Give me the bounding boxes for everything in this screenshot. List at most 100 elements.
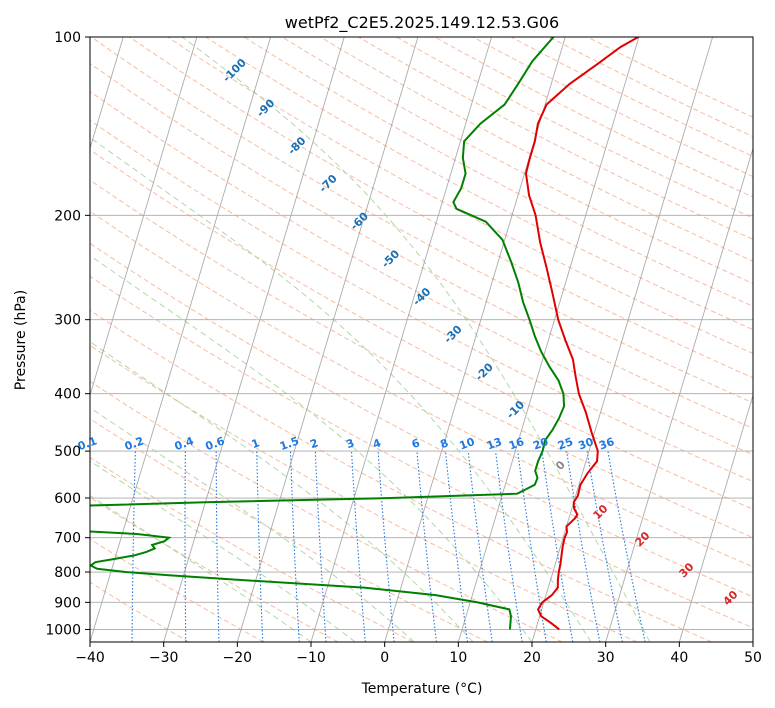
y-tick-label: 600 <box>54 491 81 507</box>
x-tick-label: 40 <box>670 650 688 666</box>
line-labels: 0.1 0.2 0.4 0.6 1 1.5 2 3 4 6 8 10 13 16 20 25 30 36-100-… <box>76 56 741 608</box>
dry-adiabat-label: 20 <box>633 529 653 549</box>
isotherm-line <box>457 37 640 642</box>
mixing-ratio-label: 3 <box>345 436 357 451</box>
isotherm-line <box>163 37 345 642</box>
y-axis-label: Pressure (hPa) <box>13 290 29 390</box>
mixing-ratio-label: 0.2 <box>123 434 146 453</box>
mixing-ratio-label: 8 <box>439 436 451 451</box>
y-tick-label: 300 <box>54 313 81 329</box>
dry-adiabat-label: 40 <box>721 588 741 608</box>
mixing-ratio-label: 25 <box>556 435 575 452</box>
dry-adiabat-line <box>90 344 638 642</box>
mixing-ratio-line <box>517 451 547 642</box>
dry-adiabat-line <box>472 37 753 178</box>
mixing-ratio-label: 1.5 <box>278 434 301 453</box>
mixing-ratio-label: 2 <box>308 436 320 451</box>
moist-adiabat-label: -50 <box>379 247 402 270</box>
mixing-ratio-label: 1 <box>250 436 262 451</box>
dry-adiabat-line <box>167 37 753 354</box>
dry-adiabat-line <box>90 456 414 642</box>
dry-adiabat-line <box>90 275 753 629</box>
moist-adiabat-label: -70 <box>317 172 340 195</box>
dry-adiabat-line <box>90 62 753 429</box>
isotherm-line <box>90 37 272 642</box>
isotherm-line <box>752 640 753 642</box>
dry-adiabat-line <box>90 242 753 598</box>
dry-adiabat-line <box>205 37 753 331</box>
dry-adiabat-line <box>510 37 753 157</box>
y-tick-label: 500 <box>54 444 81 460</box>
moist-adiabat-label: -80 <box>285 134 308 157</box>
moist-adiabat-label: -10 <box>504 398 527 421</box>
x-tick-label: 20 <box>523 650 541 666</box>
mixing-ratio-label: 6 <box>410 436 422 451</box>
chart-title: wetPf2_C2E5.2025.149.12.53.G06 <box>285 13 559 33</box>
dry-adiabat-line <box>243 37 753 307</box>
dry-adiabat-line <box>129 37 753 379</box>
mixing-ratio-label: 16 <box>507 435 526 453</box>
mixing-ratio-label: 0.6 <box>204 434 227 453</box>
dry-adiabat-line <box>90 581 190 642</box>
moist-adiabat-label: -60 <box>348 209 371 232</box>
y-tick-label: 100 <box>54 30 81 46</box>
dry-adiabat-label: 10 <box>591 502 611 522</box>
mixing-ratio-line <box>416 451 437 642</box>
mixing-ratio-line <box>82 451 89 642</box>
moist-adiabat-line <box>90 341 474 642</box>
temperature-profile <box>524 37 639 631</box>
dry-adiabat-line <box>358 37 753 240</box>
dewpoint-profile <box>90 37 566 630</box>
dry-adiabat-line <box>90 380 563 642</box>
moist-adiabat-line <box>90 407 415 642</box>
mixing-ratio-label: 10 <box>458 435 477 453</box>
mixing-ratio-label: 30 <box>577 435 596 453</box>
mixing-ratio-line <box>541 451 574 642</box>
x-tick-label: 30 <box>597 650 615 666</box>
x-tick-label: −30 <box>149 650 179 666</box>
mixing-ratio-line <box>256 451 264 642</box>
mixing-ratio-line <box>586 451 623 642</box>
mixing-ratio-line <box>215 451 220 642</box>
x-tick-label: −40 <box>75 650 105 666</box>
isotherm-line <box>310 37 493 642</box>
x-axis-label: Temperature (°C) <box>361 681 483 697</box>
moist-adiabat-line <box>181 37 651 642</box>
mixing-ratio-line <box>314 451 327 642</box>
y-tick-label: 200 <box>54 208 81 224</box>
moist-adiabat-line <box>90 136 592 642</box>
mixing-ratio-line <box>184 451 187 642</box>
moist-adiabat-label: -20 <box>473 360 496 383</box>
x-tick-label: −10 <box>296 650 326 666</box>
isotherm-line <box>605 146 753 642</box>
y-tick-label: 400 <box>54 387 81 403</box>
dry-adiabat-line <box>90 119 753 483</box>
moist-adiabat-label: -90 <box>254 96 277 119</box>
moist-adiabat-line <box>90 460 356 642</box>
isotherm-line <box>531 37 714 642</box>
dry-adiabat-line <box>90 538 264 642</box>
mixing-ratio-label: 4 <box>371 436 383 451</box>
mixing-ratio-line <box>444 451 469 642</box>
isotherm-line <box>90 37 198 397</box>
isotherm-line <box>678 393 753 642</box>
x-tick-label: 0 <box>380 650 389 666</box>
mixing-ratio-line <box>289 451 300 642</box>
dry-adiabat-line <box>90 496 339 642</box>
zero-label: 0 <box>553 458 568 473</box>
mixing-ratio-label: 13 <box>485 435 504 452</box>
mixing-ratio-label: 0.4 <box>173 434 196 453</box>
moist-adiabat-label: -40 <box>410 285 433 308</box>
isotherm-line <box>236 37 419 642</box>
dry-adiabat-line <box>281 37 753 285</box>
mixing-ratio-line <box>131 451 136 642</box>
dry-adiabat-line <box>90 149 753 510</box>
dry-adiabat-line <box>90 210 753 568</box>
isotherm-line <box>90 37 124 151</box>
mixing-ratio-line <box>377 451 395 642</box>
moist-adiabat-line <box>90 254 533 642</box>
x-tick-label: 10 <box>449 650 467 666</box>
mixing-ratio-line <box>467 451 493 642</box>
y-tick-label: 700 <box>54 531 81 547</box>
